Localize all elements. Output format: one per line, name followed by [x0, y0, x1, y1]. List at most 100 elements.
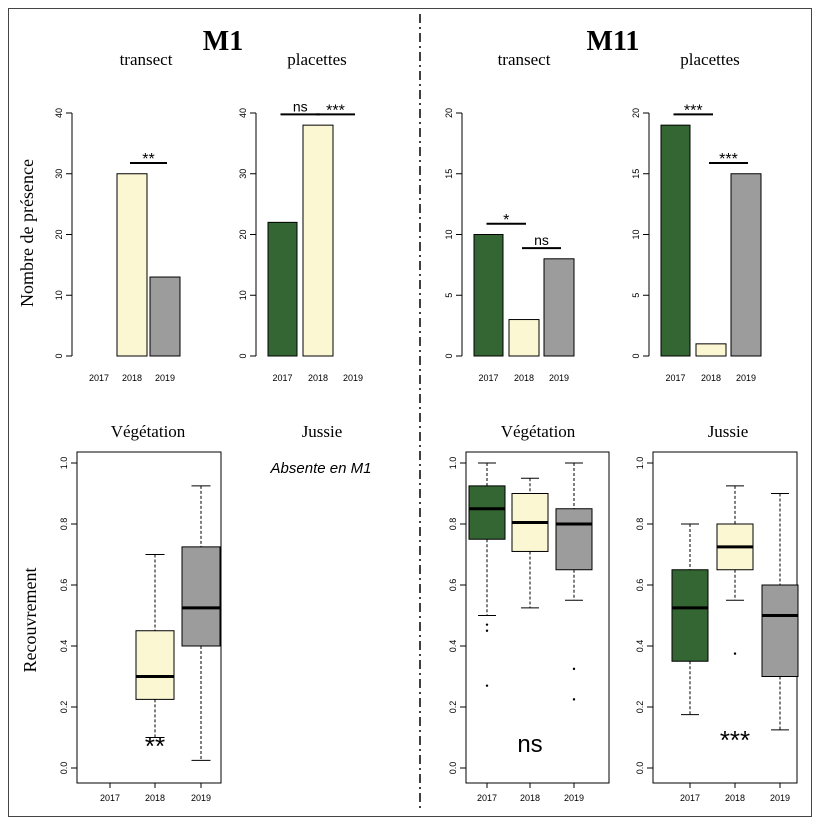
x-tick-label: 2019: [736, 373, 756, 383]
outlier-point: [485, 623, 489, 626]
bar-2019: [543, 258, 575, 357]
significance-label: ***: [326, 102, 345, 119]
x-tick-label: 2017: [477, 793, 497, 803]
chart-m11-jussie: Jussie 0.0 0.2 0.4 0.6 0.8 1.0 2017 2018 2019 ***: [635, 422, 799, 803]
x-tick-label: 2019: [191, 793, 211, 803]
bar-2018: [695, 343, 727, 357]
chart-title: Jussie: [302, 422, 343, 441]
outlier-point: [572, 698, 576, 701]
x-tick-label: 2018: [308, 373, 328, 383]
y-tick-label: 0.8: [635, 518, 645, 531]
box-2019: [555, 508, 593, 571]
significance-annotation: **: [145, 731, 165, 761]
y-tick-label: 40: [238, 108, 248, 118]
outlier-point: [485, 684, 489, 687]
y-tick-label: 0: [238, 353, 248, 358]
bar-2018: [508, 319, 540, 357]
x-tick-label: 2017: [665, 373, 685, 383]
x-tick-label: 2019: [155, 373, 175, 383]
y-tick-label: 15: [444, 169, 454, 179]
y-tick-label: 1.0: [635, 457, 645, 470]
y-tick-label: 30: [54, 169, 64, 179]
x-tick-label: 2019: [564, 793, 584, 803]
y-tick-label: 20: [631, 108, 641, 118]
bar-2019: [730, 173, 762, 357]
significance-label: **: [142, 151, 154, 168]
y-tick-label: 0.8: [59, 518, 69, 531]
x-tick-label: 2019: [770, 793, 790, 803]
y-tick-label: 10: [54, 290, 64, 300]
box-2017: [671, 569, 709, 662]
x-tick-label: 2019: [549, 373, 569, 383]
y-tick-label: 0.0: [59, 762, 69, 775]
chart-title: Jussie: [708, 422, 749, 441]
row1-y-axis-label: Nombre de présence: [17, 159, 37, 307]
plot-frame: [465, 451, 610, 784]
y-tick-label: 0: [444, 353, 454, 358]
y-tick-label: 0: [54, 353, 64, 358]
chart-m11-vegetation: Végétation 0.0 0.2 0.4 0.6 0.8 1.0 2017 2018 2019…: [448, 422, 610, 803]
significance-annotation: ***: [720, 725, 750, 755]
bar-2017: [267, 221, 298, 357]
y-tick-label: 10: [631, 229, 641, 239]
x-tick-label: 2018: [145, 793, 165, 803]
y-tick-label: 10: [444, 229, 454, 239]
chart-m1-placettes: placettes 0 10 20 30 40 2017 2018 2019 ns ***: [238, 50, 363, 383]
chart-m1-transect: transect 0 10 20 30 40 2017 2018 2019 **: [54, 50, 181, 383]
significance-label: ns: [293, 98, 308, 114]
y-tick-label: 0.4: [635, 640, 645, 653]
bar-2018: [302, 124, 334, 357]
chart-title: placettes: [287, 50, 346, 69]
x-tick-label: 2017: [100, 793, 120, 803]
y-tick-label: 0.8: [448, 518, 458, 531]
chart-title: Végétation: [501, 422, 576, 441]
absent-note: Absente en M1: [270, 460, 372, 477]
bar-2017: [473, 234, 504, 357]
outlier-point: [485, 629, 489, 632]
figure-border: [8, 8, 812, 817]
y-tick-label: 1.0: [448, 457, 458, 470]
plot-frame: [76, 451, 222, 784]
bar-2018: [116, 173, 148, 357]
site-title-m11: M11: [587, 26, 640, 57]
significance-label: *: [503, 212, 509, 229]
chart-title: placettes: [680, 50, 739, 69]
bar-2019: [149, 276, 181, 357]
x-tick-label: 2017: [680, 793, 700, 803]
y-tick-label: 5: [444, 293, 454, 298]
chart-m1-jussie: Jussie: [302, 422, 343, 441]
y-tick-label: 5: [631, 293, 641, 298]
y-tick-label: 0.2: [635, 701, 645, 714]
x-tick-label: 2017: [478, 373, 498, 383]
y-tick-label: 20: [444, 108, 454, 118]
y-tick-label: 1.0: [59, 457, 69, 470]
y-tick-label: 0.0: [635, 762, 645, 775]
box-2018: [135, 630, 175, 700]
chart-title: Végétation: [111, 422, 186, 441]
x-tick-label: 2017: [89, 373, 109, 383]
y-tick-label: 30: [238, 169, 248, 179]
y-tick-label: 0.0: [448, 762, 458, 775]
y-tick-label: 0.2: [448, 701, 458, 714]
outlier-point: [572, 667, 576, 671]
x-tick-label: 2018: [725, 793, 745, 803]
y-tick-label: 0: [631, 353, 641, 358]
y-tick-label: 40: [54, 108, 64, 118]
x-tick-label: 2018: [122, 373, 142, 383]
chart-m11-placettes: placettes 0 5 10 15 20 2017 2018 2019 *** ***: [631, 50, 762, 383]
y-tick-label: 0.4: [59, 640, 69, 653]
box-2019: [181, 546, 221, 647]
y-tick-label: 10: [238, 290, 248, 300]
significance-annotation: ns: [517, 731, 542, 758]
row2-y-axis-label: Recouvrement: [20, 568, 40, 673]
outlier-point: [733, 652, 737, 655]
x-tick-label: 2019: [343, 373, 363, 383]
x-tick-label: 2018: [701, 373, 721, 383]
charts: transect 0 10 20 30 40 2017 2018 2019 ** placettes…: [54, 50, 799, 803]
box-2019: [761, 584, 799, 677]
y-tick-label: 20: [54, 229, 64, 239]
y-tick-label: 0.6: [59, 579, 69, 592]
y-tick-label: 15: [631, 169, 641, 179]
y-tick-label: 0.6: [448, 579, 458, 592]
